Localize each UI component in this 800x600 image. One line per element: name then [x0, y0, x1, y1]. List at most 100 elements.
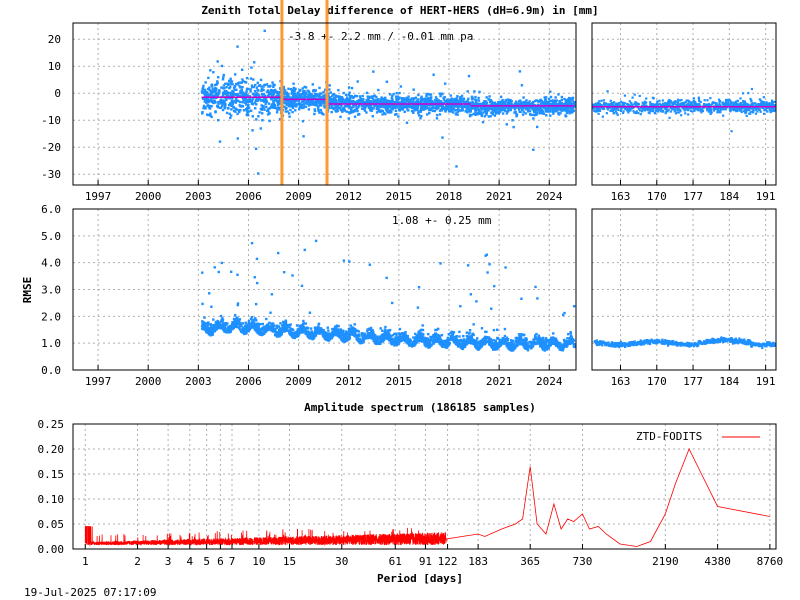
ztd-point	[267, 102, 271, 105]
ztd-point	[469, 105, 473, 109]
ztd-zoom-point	[598, 107, 601, 110]
ztd-point	[265, 83, 269, 86]
ztd-point	[269, 105, 273, 108]
ztd-point	[294, 94, 298, 98]
ztd-point	[253, 61, 256, 64]
ztd-zoom-point	[725, 104, 728, 107]
ztd-point	[558, 99, 561, 103]
ztd-point	[539, 106, 543, 109]
ztd-point	[492, 103, 495, 107]
ztd-point	[382, 97, 385, 100]
ztd-zoom-point	[747, 103, 750, 106]
ztd-point	[238, 84, 241, 88]
ztd-point	[353, 100, 356, 104]
ztd-point	[246, 107, 249, 111]
ztd-point	[223, 87, 226, 90]
ztd-zoom-point	[762, 102, 765, 105]
rmse-point	[376, 335, 379, 338]
ztd-zoom-point	[698, 99, 701, 103]
ztd-zoom-point	[716, 104, 719, 108]
ztd-point	[265, 105, 268, 109]
ztd-point	[510, 105, 513, 109]
ztd-point	[439, 94, 442, 98]
ztd-point	[440, 104, 443, 107]
ztd-zoom-point	[653, 104, 656, 107]
ztd-point	[564, 115, 568, 118]
rmse-point	[282, 322, 285, 325]
ztd-point	[285, 102, 288, 105]
ztd-point	[294, 104, 297, 108]
ztd-point	[442, 107, 445, 110]
ztd-point	[482, 107, 485, 110]
ztd-point	[300, 100, 304, 103]
ztd-zoom-point	[631, 103, 634, 106]
ztd-point	[467, 109, 470, 113]
ztd-point	[556, 109, 559, 112]
ztd-point	[360, 107, 364, 110]
ztd-point	[495, 106, 499, 109]
ztd-point	[520, 101, 523, 104]
ztd-point	[344, 105, 348, 108]
ztd-point	[233, 88, 236, 91]
ztd-point	[409, 98, 412, 102]
rmse-point	[353, 323, 356, 326]
ztd-zoom-point	[643, 109, 646, 112]
ztd-point	[301, 120, 305, 123]
ztd-point	[272, 91, 275, 94]
ztd-point	[217, 102, 220, 105]
ztd-point	[381, 109, 384, 113]
rmse-point	[450, 330, 453, 333]
ztd-point	[535, 113, 538, 116]
rmse-point	[367, 327, 371, 331]
ztd-zoom-point	[739, 97, 742, 100]
ztd-point	[493, 106, 496, 109]
ztd-zoom-point	[651, 109, 655, 113]
ztd-point	[490, 111, 493, 115]
rmse-annotation: 1.08 +- 0.25 mm	[392, 214, 492, 227]
ztd-zoom-point	[699, 100, 702, 104]
ztd-zoom-point	[652, 97, 655, 100]
ztd-point	[290, 105, 293, 108]
ztd-point	[456, 95, 459, 98]
ztd-point	[425, 113, 429, 116]
ztd-point	[296, 102, 299, 106]
ztd-point	[287, 87, 290, 91]
ztd-zoom-point	[735, 110, 738, 113]
ztd-zoom-point	[679, 110, 682, 113]
ztd-point	[525, 107, 529, 111]
ztd-point	[362, 98, 365, 101]
ztd-point	[260, 92, 264, 96]
ztd-point	[353, 115, 357, 118]
ztd-zoom-point	[673, 110, 676, 113]
ztd-point	[274, 106, 278, 110]
ztd-point	[373, 104, 376, 108]
ztd-zoom-point	[697, 96, 700, 99]
ztd-point	[282, 86, 285, 89]
ztd-point	[229, 114, 233, 117]
ztd-zoom-point	[756, 103, 759, 106]
ztd-point	[264, 102, 267, 106]
rmse-point	[237, 319, 240, 322]
rmse-point	[250, 241, 254, 245]
ztd-point	[218, 106, 222, 110]
ztd-point	[260, 108, 264, 112]
rmse-point	[277, 325, 281, 328]
ztd-zoom-point	[649, 103, 652, 106]
ztd-point	[384, 96, 387, 100]
ztd-point	[410, 109, 414, 113]
ztd-point	[420, 114, 423, 118]
ztd-zoom-point	[622, 110, 625, 113]
ztd-zoom-point	[655, 103, 658, 106]
ztd-point	[455, 109, 458, 112]
ztd-point	[533, 99, 537, 103]
ztd-point	[300, 104, 303, 107]
rmse-point	[569, 334, 573, 337]
ztd-zoom-point	[664, 101, 667, 105]
ztd-point	[341, 107, 344, 110]
ztd-point	[205, 113, 209, 116]
ztd-point	[416, 98, 419, 101]
rmse-point	[351, 333, 354, 336]
ztd-point	[317, 101, 320, 104]
ztd-point	[240, 81, 243, 84]
rmse-point	[351, 326, 354, 329]
